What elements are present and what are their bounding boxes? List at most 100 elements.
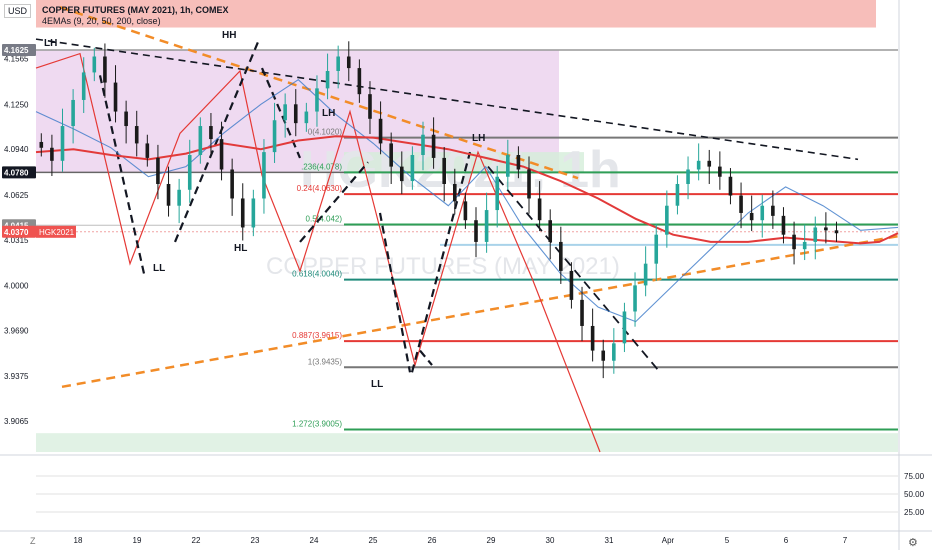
candle-body	[463, 201, 468, 221]
candle-body	[431, 134, 436, 158]
y-tick-label: 3.9690	[4, 326, 29, 335]
oscillator-tick-label: 50.00	[904, 490, 925, 499]
candle-body	[325, 70, 330, 89]
price-badge-label: 4.1625	[4, 46, 29, 55]
candle-body	[240, 198, 245, 228]
symbol-tag[interactable]	[36, 225, 76, 238]
candle-body	[399, 166, 404, 182]
x-tick-label: 23	[251, 536, 260, 545]
currency-badge[interactable]: USD	[4, 4, 32, 18]
fib-level-label: 0.618(4.0040)	[292, 270, 342, 279]
fib-level-label: 0(4.1020)	[308, 128, 343, 137]
swing-label-lh: LH	[322, 108, 335, 119]
candle-body	[601, 350, 606, 361]
support-zone	[36, 433, 898, 452]
candle-body	[421, 134, 425, 156]
candle-body	[675, 183, 680, 206]
x-tick-label: 31	[605, 536, 614, 545]
orange-downtrend-line	[59, 6, 579, 180]
resistance-zone	[36, 0, 876, 28]
candle-body	[749, 212, 754, 221]
candle-body	[718, 166, 722, 177]
candle-body	[707, 160, 712, 167]
oscillator-tick-label: 75.00	[904, 472, 925, 481]
x-tick-label: 29	[487, 536, 496, 545]
candle-body	[368, 94, 372, 119]
x-tick-label: 7	[843, 536, 848, 545]
swing-structure-line	[410, 151, 472, 373]
price-badge-label: 4.0780	[4, 168, 29, 177]
candle-body	[824, 227, 828, 231]
candle-body	[187, 155, 192, 190]
candle-body	[771, 205, 775, 216]
swing-label-hl: HL	[234, 243, 247, 254]
swing-structure-line	[419, 349, 433, 366]
candle-body	[346, 56, 351, 69]
y-tick-label: 4.1565	[4, 55, 29, 64]
candle-body	[590, 325, 595, 351]
swing-structure-line	[98, 75, 147, 279]
gear-icon[interactable]: ⚙	[908, 537, 918, 549]
x-tick-label: 25	[369, 536, 378, 545]
candle-body	[113, 82, 118, 112]
fib-level-label: 0.5(4.042)	[306, 215, 343, 224]
y-tick-label: 4.0315	[4, 236, 29, 245]
candle-body	[357, 68, 362, 95]
swing-label-lh: LH	[472, 133, 485, 144]
candle-body	[484, 210, 489, 242]
symbol-tag-label: HGK2021	[39, 228, 75, 237]
x-tick-label: 6	[784, 536, 789, 545]
candle-body	[81, 72, 86, 100]
y-tick-label: 4.0000	[4, 281, 29, 290]
candle-body	[378, 118, 383, 144]
candle-body	[315, 88, 319, 112]
price-badge[interactable]	[2, 43, 36, 56]
price-badge[interactable]	[2, 225, 36, 238]
candle-body	[336, 56, 340, 71]
x-tick-label: 26	[428, 536, 437, 545]
candle-body	[209, 126, 213, 140]
swing-structure-line	[299, 161, 369, 243]
fib-level-label: 0.887(3.9615)	[292, 331, 342, 340]
price-badge[interactable]	[2, 166, 36, 179]
candle-body	[452, 183, 457, 202]
candle-body	[760, 205, 765, 221]
candle-body	[50, 147, 54, 161]
candle-body	[60, 126, 65, 161]
candle-body	[527, 169, 531, 199]
x-tick-label: 30	[546, 536, 555, 545]
swing-label-lh: LH	[44, 38, 57, 49]
candle-body	[569, 270, 574, 300]
candle-body	[262, 152, 266, 199]
zoom-toggle-button[interactable]: Z	[30, 536, 36, 546]
candle-body	[156, 157, 160, 184]
candle-body	[548, 220, 553, 242]
price-badge-label: 4.0370	[4, 228, 29, 237]
indicator-label[interactable]: 4EMAs (9, 20, 50, 200, close)	[42, 16, 161, 26]
ema-slow-line	[35, 79, 899, 323]
candle-body	[442, 157, 446, 184]
ema-fast-line	[35, 135, 899, 245]
candle-body	[506, 155, 510, 177]
orange-uptrend-line	[61, 234, 899, 389]
candle-body	[696, 160, 701, 170]
candle-body	[145, 143, 150, 158]
swing-label-ll: LL	[153, 263, 165, 274]
candle-body	[177, 189, 181, 206]
candle-body	[665, 205, 669, 235]
candle-body	[633, 285, 637, 312]
candle-body	[219, 139, 224, 170]
x-tick-label: 22	[192, 536, 201, 545]
candle-body	[781, 215, 786, 235]
candle-body	[283, 104, 287, 121]
candle-body	[92, 56, 97, 73]
candle-body	[230, 169, 234, 199]
candle-body	[124, 111, 128, 127]
y-tick-label: 3.9065	[4, 417, 29, 426]
swing-structure-line	[260, 67, 302, 159]
candle-body	[293, 104, 298, 124]
chart-legend: COPPER FUTURES (MAY 2021), 1h, COMEX 4EM…	[42, 5, 229, 27]
fib-level-label: 1(3.9435)	[308, 357, 343, 366]
zigzag-swing-line	[35, 52, 601, 453]
